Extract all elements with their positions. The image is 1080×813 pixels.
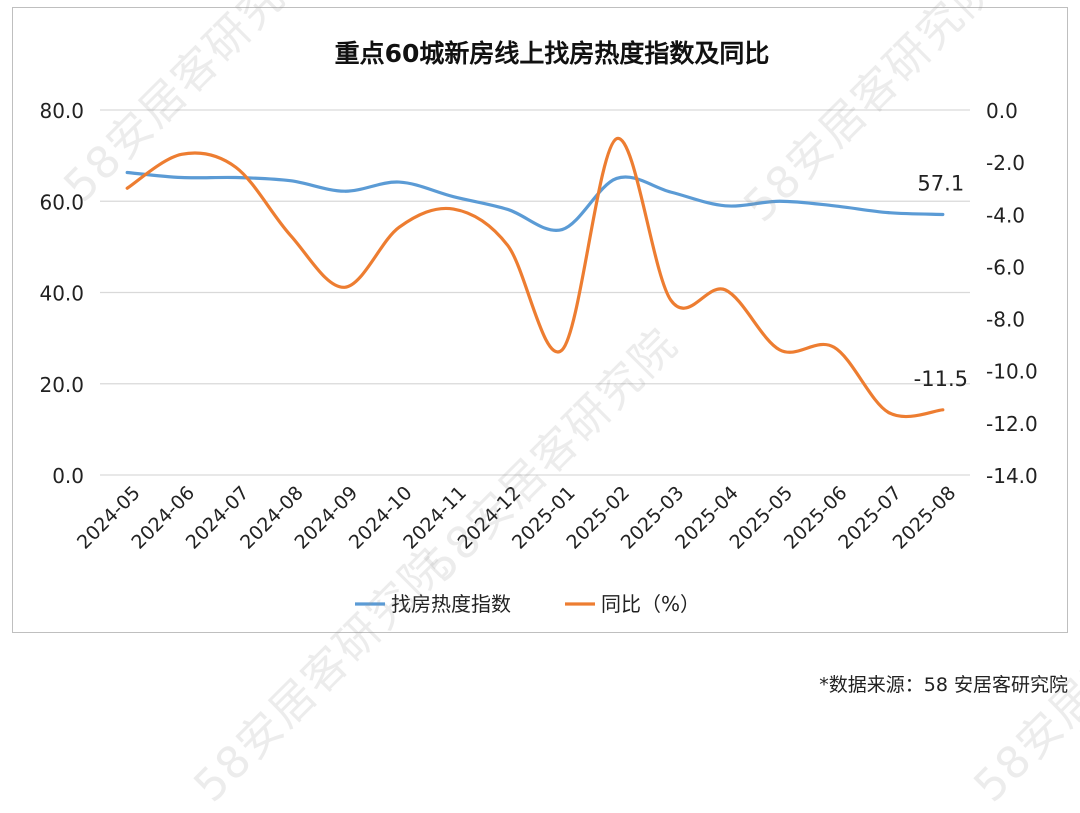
y-right-tick-label: -12.0 xyxy=(986,412,1038,436)
y-right-tick-label: -6.0 xyxy=(986,255,1025,279)
y-right-tick-label: -4.0 xyxy=(986,203,1025,227)
legend-label-heat-index: 找房热度指数 xyxy=(391,592,511,616)
data-label-yoy: -11.5 xyxy=(914,367,968,391)
data-label-heat-index: 57.1 xyxy=(917,171,964,195)
chart-title: 重点60城新房线上找房热度指数及同比 xyxy=(335,39,770,68)
line-chart: 重点60城新房线上找房热度指数及同比 0.0 20.0 40.0 60.0 80.0 0.0… xyxy=(39,39,1038,616)
y-left-tick-label: 40.0 xyxy=(39,282,84,306)
series-line-heat-index xyxy=(125,170,945,232)
chart-frame xyxy=(12,7,1068,633)
y-right-tick-label: -14.0 xyxy=(986,464,1038,488)
y-right-tick-label: -10.0 xyxy=(986,360,1038,384)
y-left-tick-label: 60.0 xyxy=(39,190,84,214)
source-note: *数据来源：58 安居客研究院 xyxy=(819,674,1068,696)
y-left-tick-label: 0.0 xyxy=(52,464,84,488)
y-right-tick-label: -2.0 xyxy=(986,151,1025,175)
y-left-tick-label: 20.0 xyxy=(39,373,84,397)
y-right-tick-label: -8.0 xyxy=(986,308,1025,332)
series-line-yoy xyxy=(125,137,945,419)
legend-label-yoy: 同比（%） xyxy=(601,592,700,616)
y-right-tick-label: 0.0 xyxy=(986,99,1018,123)
y-left-tick-label: 80.0 xyxy=(39,99,84,123)
